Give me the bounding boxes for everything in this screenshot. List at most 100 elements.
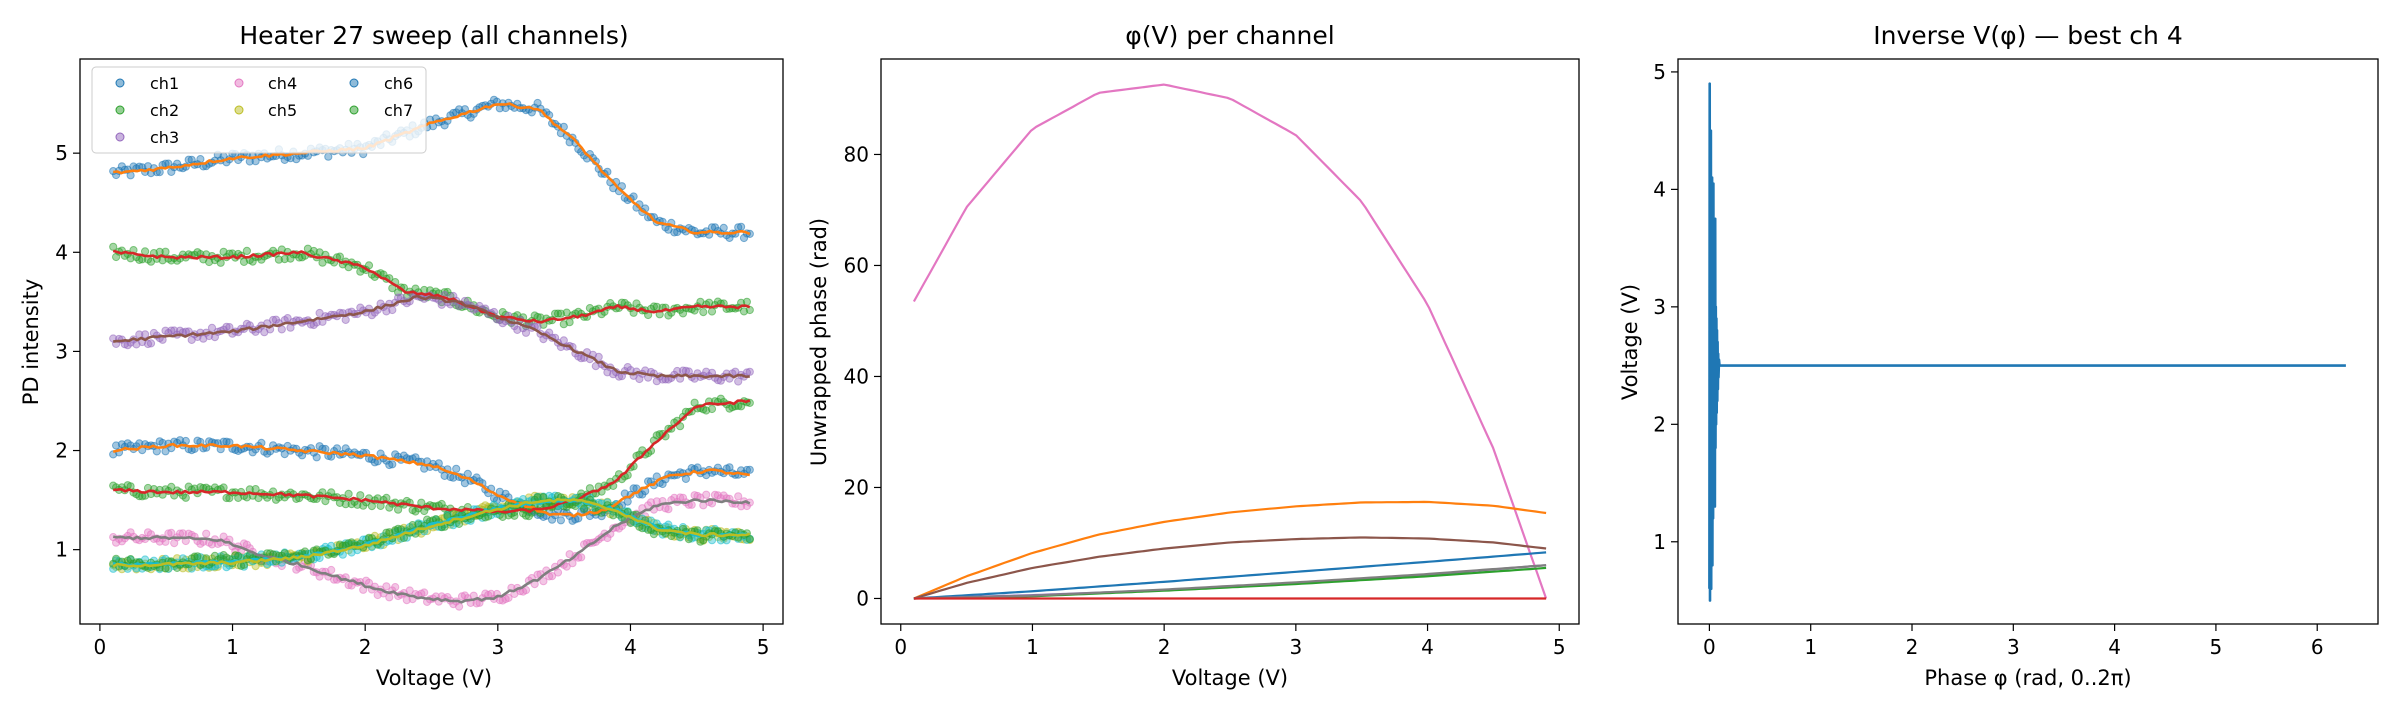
legend-entry-ch5: ch5: [234, 101, 297, 120]
phase-curve: [913, 564, 1547, 600]
data-point: [556, 516, 566, 525]
data-point: [603, 533, 612, 543]
data-point: [356, 303, 365, 312]
y-tick-label: 5: [55, 141, 68, 165]
phase-curve: [913, 536, 1547, 600]
legend-marker-ch2: [115, 105, 125, 115]
legend-marker-ch4: [234, 78, 244, 88]
data-point: [164, 529, 173, 538]
x-tick-label: 3: [2007, 635, 2020, 659]
panel-1-x-ticks: 0 1 2 3 4 5: [94, 624, 770, 659]
panel-2-y-axis-label: Unwrapped phase (rad): [807, 218, 831, 466]
fit-line: [112, 442, 751, 518]
legend-frame: [91, 66, 427, 154]
y-tick-label: 4: [55, 240, 68, 264]
data-point: [277, 325, 286, 334]
data-point: [364, 261, 374, 270]
panel-3-axes-frame: [1677, 58, 2379, 625]
data-point: [146, 339, 156, 348]
data-point: [504, 593, 513, 603]
legend-marker-ch3: [115, 132, 125, 142]
legend-label-ch2: ch2: [150, 101, 179, 120]
fit-line: [113, 102, 751, 236]
fit-line: [112, 497, 751, 568]
data-point: [109, 242, 118, 251]
data-point: [521, 586, 531, 595]
x-tick-label: 1: [1026, 635, 1039, 659]
data-point: [437, 499, 446, 509]
x-tick-label: 0: [94, 635, 107, 659]
data-point: [312, 453, 321, 462]
data-point: [341, 500, 350, 509]
data-point: [344, 489, 353, 498]
legend-label-ch1: ch1: [150, 74, 179, 93]
panel-2-plot-area: [912, 83, 1548, 600]
panel-1-y-axis-label: PD intensity: [19, 279, 43, 406]
data-point: [734, 377, 743, 386]
y-tick-label: 60: [844, 253, 869, 277]
data-point: [170, 326, 179, 335]
data-point: [521, 328, 531, 337]
data-point: [719, 223, 728, 232]
legend-entry-ch2: ch2: [115, 101, 179, 120]
data-point: [713, 491, 723, 500]
panel-3-title: Inverse V(φ) — best ch 4: [1873, 21, 2183, 50]
inverse-voltage-curve: [1708, 82, 2346, 602]
data-point: [644, 525, 653, 534]
legend-entry-ch6: ch6: [349, 74, 413, 93]
fit-line: [113, 294, 750, 379]
data-point: [280, 255, 289, 264]
data-point: [353, 500, 362, 509]
data-point: [161, 564, 170, 573]
data-point: [388, 460, 397, 469]
data-point: [455, 519, 464, 529]
y-tick-label: 20: [844, 475, 869, 499]
data-point: [242, 246, 251, 255]
data-point: [577, 553, 586, 562]
panel-3-y-axis-label: Voltage (V): [1618, 284, 1642, 400]
legend-label-ch3: ch3: [150, 128, 179, 147]
y-tick-label: 4: [1653, 177, 1666, 201]
legend-entry-ch7: ch7: [349, 101, 413, 120]
fit-line: [113, 399, 751, 514]
data-point: [734, 401, 743, 410]
data-point: [452, 464, 461, 473]
x-tick-label: 5: [757, 635, 770, 659]
data-point: [335, 252, 344, 261]
y-tick-label: 80: [844, 142, 869, 166]
data-point: [126, 528, 135, 537]
data-point: [248, 257, 257, 266]
data-point: [141, 330, 150, 339]
data-point: [684, 535, 693, 544]
panel-phase-per-channel: φ(V) per channel 0 1 2 3 4 5 0 20 40 60 80 Voltag…: [807, 21, 1580, 690]
data-point: [341, 315, 350, 324]
data-point: [356, 491, 365, 500]
panel-1-legend: ch1 ch2 ch3 ch4 ch5 ch6: [91, 66, 427, 154]
y-tick-label: 1: [55, 538, 68, 562]
legend-marker-ch5: [234, 105, 244, 115]
data-point: [548, 572, 557, 581]
data-point: [739, 233, 749, 243]
panel-3-y-ticks: 1 2 3 4 5: [1653, 60, 1678, 554]
data-point: [152, 447, 161, 456]
data-point: [734, 492, 743, 501]
phase-curve: [913, 551, 1547, 600]
data-point: [181, 436, 190, 446]
panel-1-axes-frame: [79, 58, 784, 625]
panel-1-title: Heater 27 sweep (all channels): [239, 21, 628, 50]
panel-1-y-ticks: 1 2 3 4 5: [55, 141, 80, 562]
data-point: [382, 493, 391, 502]
data-point: [222, 322, 231, 331]
panel-3-plot-area: [1708, 82, 2346, 602]
y-tick-label: 2: [1653, 412, 1666, 436]
y-tick-label: 3: [1653, 295, 1666, 319]
legend-entry-ch3: ch3: [115, 128, 179, 147]
data-point: [664, 505, 673, 514]
data-point: [190, 552, 199, 561]
y-tick-label: 0: [856, 586, 869, 610]
phase-curve: [913, 500, 1547, 600]
data-point: [745, 535, 754, 544]
data-point: [699, 308, 708, 317]
data-point: [545, 572, 554, 581]
y-tick-label: 3: [55, 339, 68, 363]
